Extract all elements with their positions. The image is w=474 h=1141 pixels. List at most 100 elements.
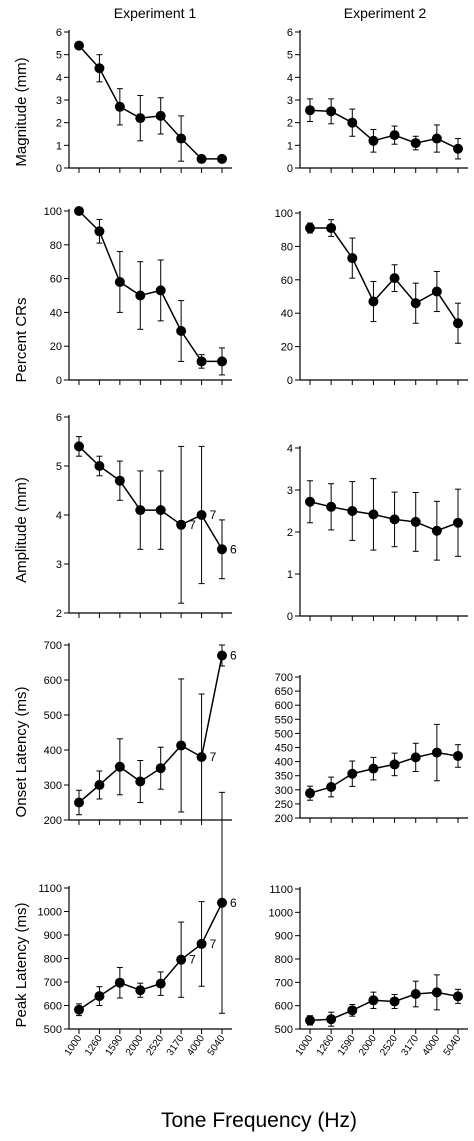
- data-point: [410, 516, 421, 527]
- y-tick-label: 2: [56, 608, 62, 620]
- y-tick-label: 700: [44, 640, 62, 652]
- data-point: [389, 273, 400, 284]
- data-point: [114, 276, 125, 287]
- data-point: [176, 954, 187, 965]
- y-tick-label: 800: [275, 954, 293, 966]
- y-tick-label: 4: [56, 72, 62, 84]
- y-tick-label: 0: [287, 375, 293, 387]
- data-point: [326, 781, 337, 792]
- n-annotation: 7: [210, 508, 217, 522]
- y-tick-label: 600: [275, 1001, 293, 1013]
- x-tick-label: 5040: [206, 1033, 228, 1058]
- data-point: [389, 759, 400, 770]
- data-point: [431, 747, 442, 758]
- panel-percent-exp2: 0 20 40 60 80 100: [275, 208, 468, 387]
- y-tick-label: 100: [275, 208, 293, 220]
- panel-magnitude-exp2: 0 1 2 3 4 5 6: [287, 27, 468, 175]
- data-point: [410, 989, 421, 999]
- x-tick-label: 1590: [104, 1033, 126, 1058]
- data-point: [155, 110, 166, 121]
- data-point: [305, 496, 315, 507]
- x-tick-label: 1260: [315, 1033, 337, 1058]
- data-point: [347, 253, 358, 264]
- data-point: [326, 223, 337, 234]
- data-point: [305, 1015, 315, 1026]
- data-point: [368, 995, 379, 1006]
- data-point: [74, 40, 84, 51]
- y-tick-label: 3: [56, 95, 62, 107]
- y-tick-label: 900: [275, 931, 293, 943]
- data-point: [217, 650, 227, 661]
- y-tick-label: 60: [50, 274, 62, 286]
- x-tick-label: 2000: [357, 1033, 379, 1058]
- data-point: [176, 133, 187, 144]
- panel-amplitude-exp1: 2 3 4 5 6 77 6: [56, 412, 237, 620]
- data-point: [196, 938, 207, 949]
- y-tick-label: 0: [287, 163, 293, 175]
- data-point: [410, 298, 421, 309]
- data-point: [453, 143, 463, 154]
- data-point: [217, 897, 227, 908]
- data-point: [196, 752, 207, 762]
- n-annotation: 7: [210, 750, 217, 764]
- series-line: [78, 210, 222, 363]
- data-point: [196, 356, 207, 367]
- y-tick-label: 4: [287, 443, 293, 455]
- x-tick-label: 1000: [63, 1033, 85, 1058]
- data-point: [114, 977, 125, 988]
- ylabel-amplitude: Amplitude (mm): [13, 477, 30, 583]
- data-point: [305, 788, 315, 799]
- y-tick-label: 80: [281, 241, 293, 253]
- data-point: [347, 117, 358, 128]
- y-tick-label: 40: [281, 308, 293, 320]
- y-tick-label: 5: [56, 50, 62, 62]
- y-tick-label: 60: [281, 275, 293, 287]
- y-tick-label: 3: [287, 95, 293, 107]
- y-tick-label: 6: [287, 27, 293, 39]
- y-tick-label: 400: [44, 745, 62, 757]
- data-point: [431, 987, 442, 998]
- x-tick-label: 2520: [144, 1033, 166, 1058]
- ylabel-magnitude: Magnitude (mm): [13, 57, 30, 166]
- y-tick-label: 200: [275, 813, 293, 825]
- panel-percent-exp1: 0 20 40 60 80 100: [44, 206, 232, 387]
- y-tick-label: 500: [275, 1024, 293, 1036]
- data-point: [389, 130, 400, 141]
- x-tick-label: 3170: [165, 1033, 187, 1058]
- series-line: [78, 45, 222, 160]
- data-point: [155, 763, 166, 774]
- ylabel-onset-latency: Onset Latency (ms): [13, 687, 30, 818]
- y-tick-label: 4: [56, 510, 62, 522]
- y-tick-label: 200: [44, 815, 62, 827]
- data-point: [368, 296, 379, 307]
- y-tick-label: 1: [56, 140, 62, 152]
- y-tick-label: 500: [44, 710, 62, 722]
- data-point: [135, 113, 146, 124]
- y-tick-label: 0: [56, 163, 62, 175]
- y-tick-label: 700: [275, 672, 293, 684]
- y-tick-label: 3: [56, 559, 62, 571]
- y-tick-label: 1100: [269, 884, 293, 896]
- n-annotation: 7: [210, 937, 217, 951]
- x-tick-label: 2520: [378, 1033, 400, 1058]
- data-point: [176, 325, 187, 336]
- data-point: [431, 525, 442, 536]
- y-tick-label: 2: [287, 527, 293, 539]
- y-tick-label: 1: [287, 140, 293, 152]
- data-point: [196, 153, 207, 164]
- data-point: [326, 1014, 337, 1025]
- y-tick-label: 600: [275, 700, 293, 712]
- data-point: [155, 978, 166, 989]
- data-point: [74, 1004, 84, 1015]
- y-tick-label: 2: [56, 118, 62, 130]
- data-point: [368, 135, 379, 146]
- panel-onset-exp1: 200 300 400 500 600 700 7 6: [44, 640, 237, 827]
- y-tick-label: 650: [275, 686, 293, 698]
- y-tick-label: 20: [281, 342, 293, 354]
- y-tick-label: 6: [56, 27, 62, 39]
- data-point: [305, 223, 315, 234]
- data-point: [389, 996, 400, 1007]
- x-tick-label: 1000: [294, 1033, 316, 1058]
- data-point: [453, 318, 463, 329]
